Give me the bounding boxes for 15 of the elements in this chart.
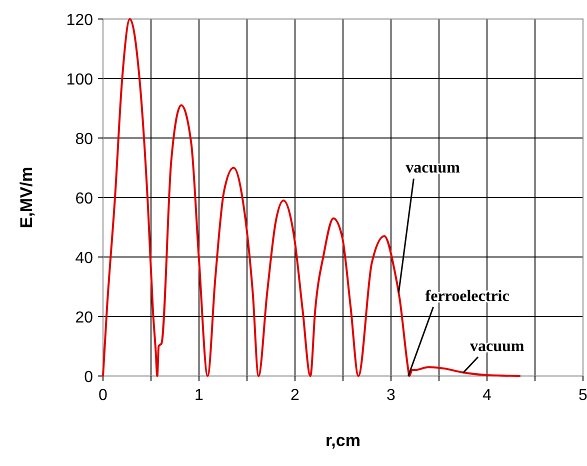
x-axis-title: r,cm [326,431,360,450]
x-tick-label: 5 [578,387,587,404]
y-tick-label: 80 [75,131,94,148]
x-tick-label: 4 [482,387,492,404]
y-axis-title: E,MV/m [17,166,36,228]
x-tick-label: 2 [290,387,300,404]
y-tick-label: 60 [75,190,94,208]
x-tick-label: 1 [194,387,204,404]
y-tick-label: 20 [75,310,94,326]
y-tick-label: 100 [66,72,94,88]
x-tick-label: 0 [98,387,108,404]
y-tick-label: 40 [75,250,94,267]
y-tick-label: 120 [66,12,94,29]
x-tick-label: 3 [386,387,396,404]
y-tick-label: 0 [84,369,94,386]
